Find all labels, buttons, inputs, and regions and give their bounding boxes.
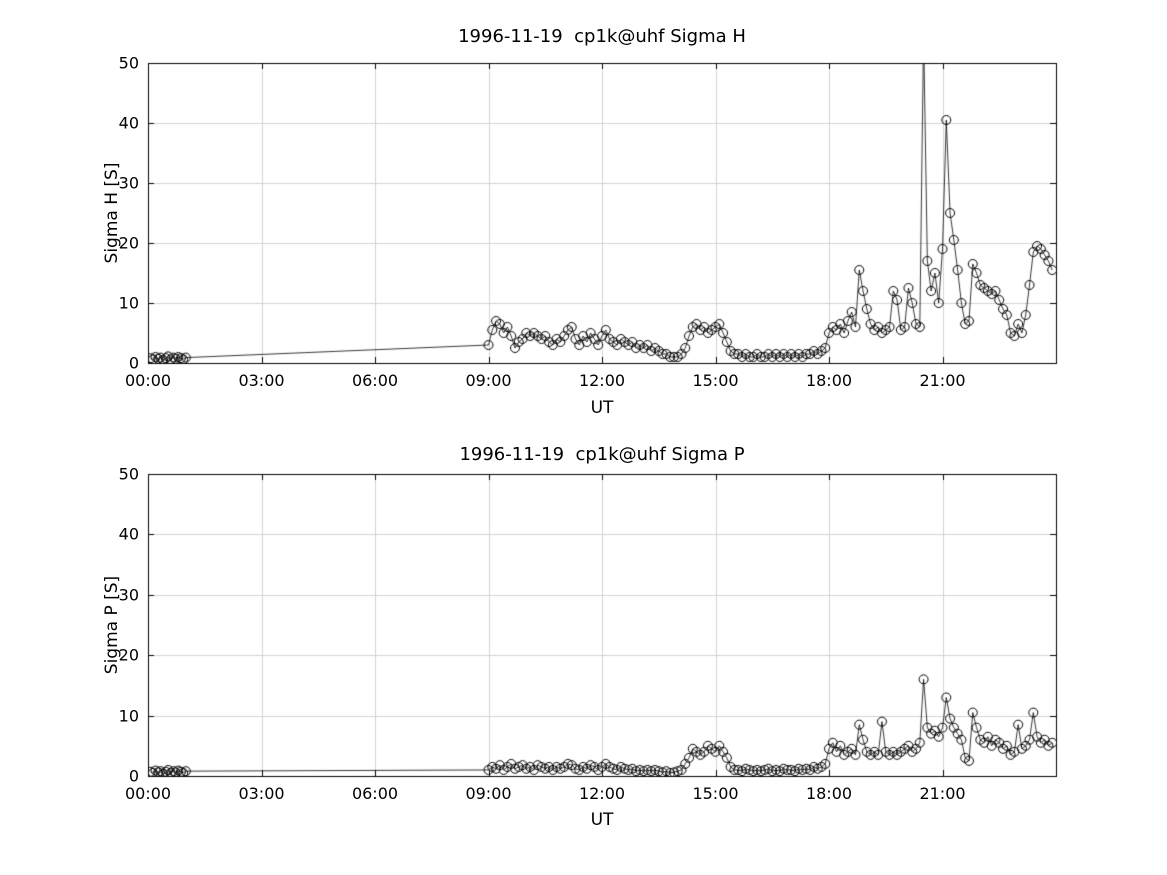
y-tick-label: 30 <box>118 585 139 605</box>
chart-sigma-h: 1996-11-19 cp1k@uhf Sigma H Sigma H [S] … <box>0 0 1167 438</box>
y-tick-label: 10 <box>118 706 139 726</box>
x-tick-label: 00:00 <box>124 371 172 390</box>
x-tick-label: 03:00 <box>238 784 285 803</box>
y-tick-label: 40 <box>118 113 139 133</box>
x-tick-label: 12:00 <box>578 371 626 390</box>
x-axis-label-sigma-p: UT <box>590 810 614 830</box>
y-tick-label: 50 <box>118 53 139 73</box>
x-tick-label: 21:00 <box>919 371 966 390</box>
x-tick-label: 12:00 <box>578 784 626 803</box>
y-tick-label: 40 <box>118 524 139 544</box>
x-tick-label: 06:00 <box>351 371 399 390</box>
y-tick-label: 10 <box>118 293 139 313</box>
chart-sigma-p: 1996-11-19 cp1k@uhf Sigma P Sigma P [S] … <box>0 438 1167 875</box>
y-tick-label: 0 <box>128 766 139 786</box>
x-tick-label: 03:00 <box>238 371 285 390</box>
y-tick-label: 0 <box>128 353 139 373</box>
x-tick-label: 09:00 <box>465 371 512 390</box>
x-tick-label: 09:00 <box>465 784 512 803</box>
plot-canvas-sigma-h <box>0 0 1167 438</box>
x-tick-label: 15:00 <box>692 784 739 803</box>
y-tick-label: 20 <box>118 645 139 665</box>
x-tick-label: 18:00 <box>805 784 853 803</box>
y-tick-label: 30 <box>118 173 139 193</box>
x-tick-label: 00:00 <box>124 784 172 803</box>
x-tick-label: 18:00 <box>805 371 853 390</box>
y-tick-label: 50 <box>118 464 139 484</box>
plot-canvas-sigma-p <box>0 438 1167 875</box>
x-tick-label: 21:00 <box>919 784 966 803</box>
chart-title-sigma-h: 1996-11-19 cp1k@uhf Sigma H <box>458 26 746 47</box>
chart-title-sigma-p: 1996-11-19 cp1k@uhf Sigma P <box>459 444 745 465</box>
x-tick-label: 06:00 <box>351 784 399 803</box>
y-tick-label: 20 <box>118 233 139 253</box>
x-axis-label-sigma-h: UT <box>590 398 614 418</box>
x-tick-label: 15:00 <box>692 371 739 390</box>
